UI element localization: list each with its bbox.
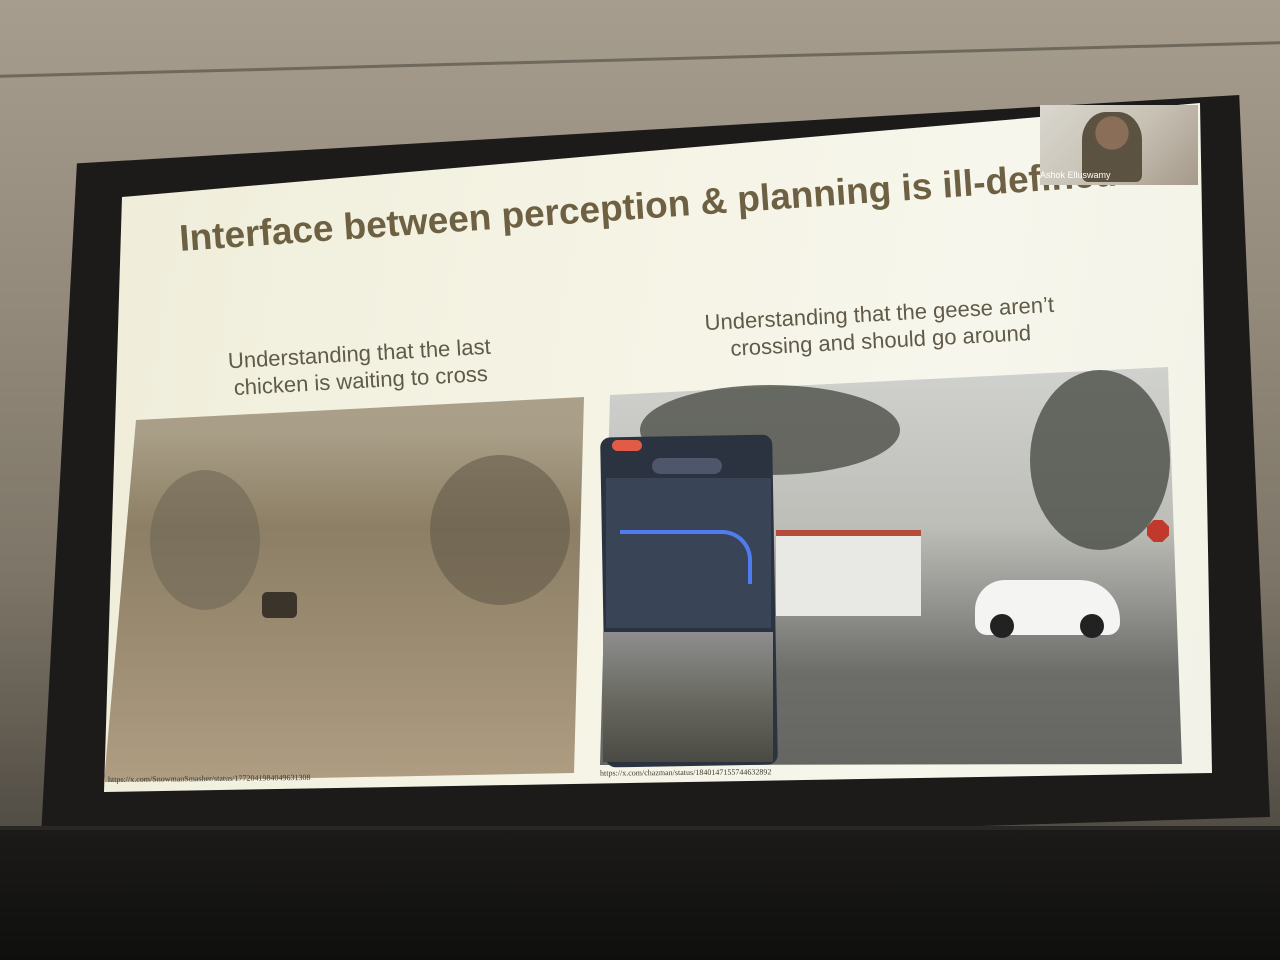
speaker-name: Ashok Elluswamy [1040, 170, 1111, 180]
phone-camera-view [603, 632, 773, 762]
left-photo-vehicle [262, 592, 297, 618]
right-photo-palm-tree [1030, 370, 1170, 550]
stage-curtain [0, 830, 1280, 960]
right-source-link: https://x.com/chazman/status/18401471557… [599, 767, 772, 778]
left-photo-tree [430, 455, 570, 605]
navigation-route-line [620, 530, 752, 584]
speaker-avatar [1082, 112, 1142, 182]
right-photo-car-wheel [1080, 614, 1104, 638]
stop-sign [1147, 520, 1169, 542]
phone-speed-pill [652, 458, 722, 474]
left-photo-tree [150, 470, 260, 610]
phone-status-pill [612, 440, 642, 451]
right-photo-car-wheel [990, 614, 1014, 638]
right-photo-building [776, 530, 921, 616]
stage-edge [0, 826, 1280, 832]
